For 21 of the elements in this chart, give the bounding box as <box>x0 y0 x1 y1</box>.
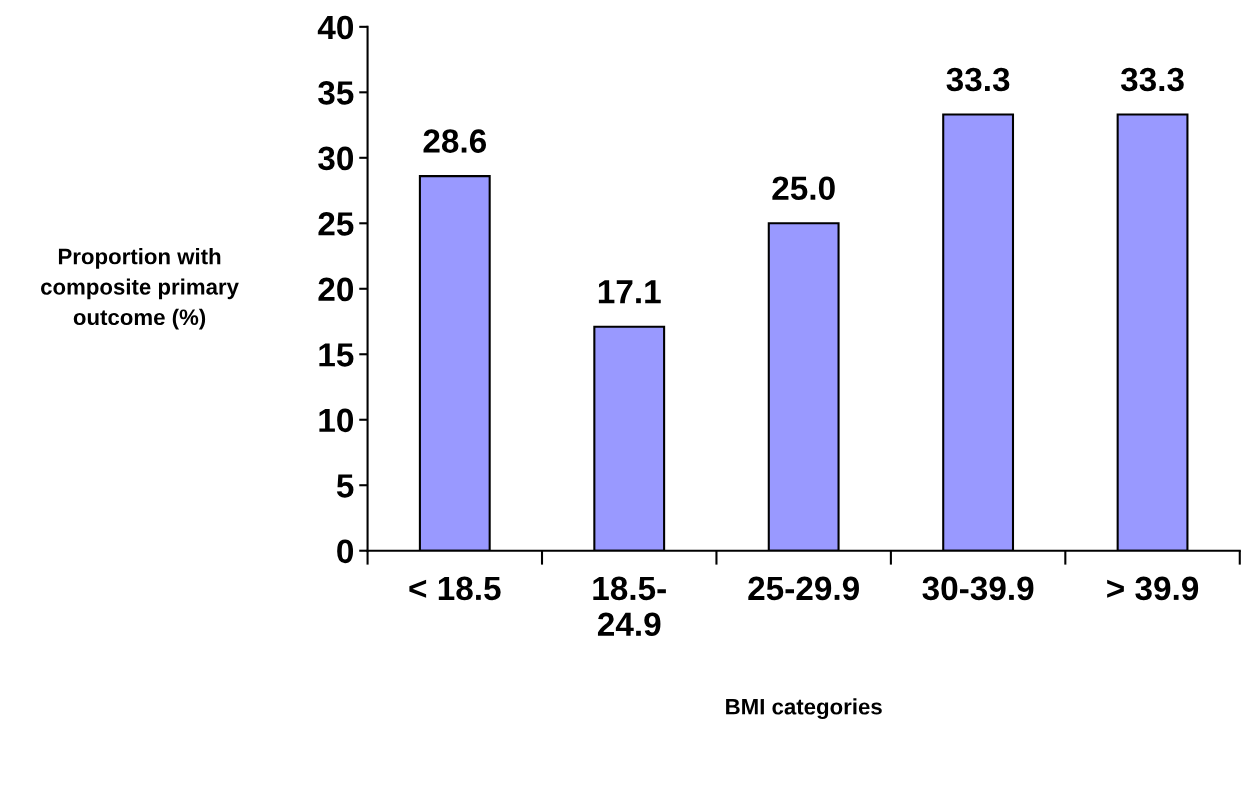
x-axis-title: BMI categories <box>726 698 882 720</box>
data-label: 25.0 <box>772 176 835 201</box>
data-label: 33.3 <box>1120 67 1184 92</box>
y-tick-label: 25 <box>318 212 354 236</box>
x-tick-label: < 18.5 <box>409 576 501 601</box>
y-tick-label: 10 <box>319 408 354 433</box>
data-label: 33.3 <box>946 67 1010 92</box>
y-tick-label: 40 <box>317 15 354 40</box>
y-tick-label: 0 <box>337 539 354 564</box>
x-tick-label: 30-39.9 <box>922 576 1034 601</box>
y-tick-label: 35 <box>318 81 354 105</box>
y-axis-title: Proportion with composite primary outcome (%) <box>41 248 239 330</box>
y-tick-label: 20 <box>318 277 354 302</box>
y-tick-label: 30 <box>318 146 354 171</box>
x-tick-label: 18.5-24.9 <box>593 576 666 637</box>
x-tick-label: > 39.9 <box>1107 576 1199 601</box>
y-tick-label: 5 <box>336 474 354 498</box>
y-tick-label: 15 <box>319 343 354 367</box>
data-label: 17.1 <box>598 280 661 304</box>
x-tick-label: 25-29.9 <box>748 576 859 601</box>
data-label: 28.6 <box>423 129 487 153</box>
